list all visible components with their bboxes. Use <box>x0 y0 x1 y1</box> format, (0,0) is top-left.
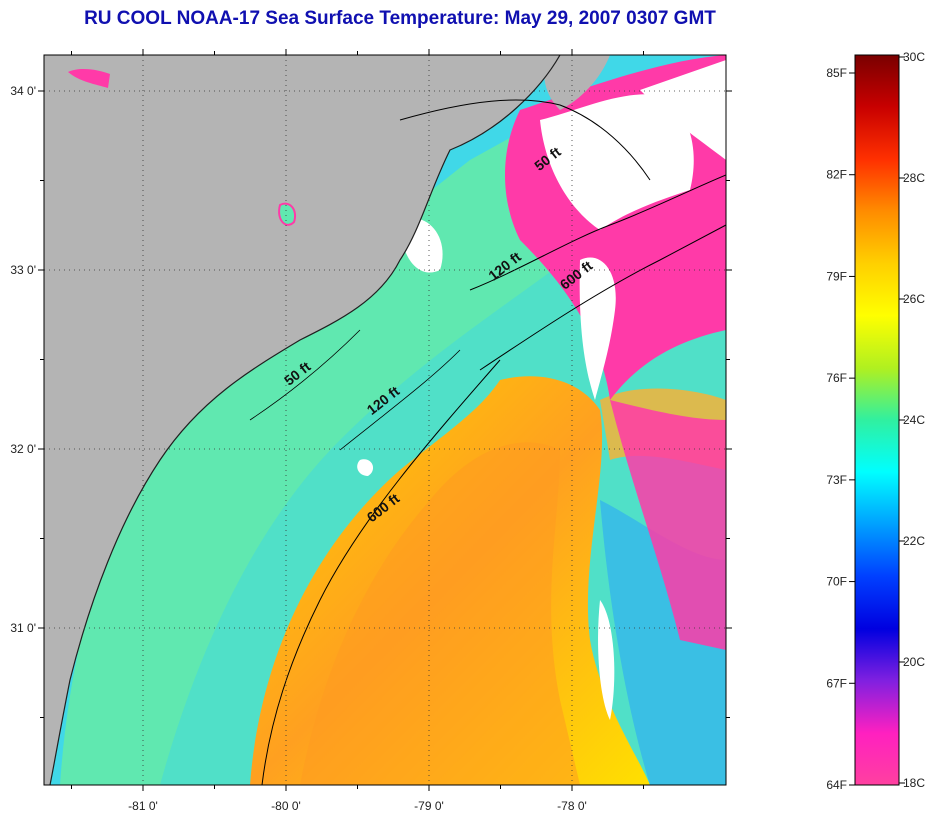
colorbar-c-label: 22C <box>903 534 925 548</box>
gulf-stream-core <box>300 442 580 785</box>
land-northeast <box>544 55 610 110</box>
colorbar-c-label: 24C <box>903 413 925 427</box>
map-title: RU COOL NOAA-17 Sea Surface Temperature:… <box>84 8 716 29</box>
lat-tick-label: 33 0' <box>10 263 36 277</box>
colorbar-c-label: 30C <box>903 50 925 64</box>
colorbar-c-label: 20C <box>903 655 925 669</box>
cloud-northeast <box>640 60 726 160</box>
lon-tick-label: -81 0' <box>128 799 158 813</box>
lat-tick-label: 31 0' <box>10 621 36 635</box>
coastline <box>49 55 561 785</box>
cloud-edge-east <box>610 400 726 650</box>
cloud-south <box>598 600 615 720</box>
colorbar-f-label: 82F <box>826 168 847 182</box>
map-frame <box>43 54 727 786</box>
colorbar-f-label: 70F <box>826 575 847 589</box>
land-mass <box>44 55 560 785</box>
cloud-north <box>540 94 694 230</box>
lat-tick-label: 34 0' <box>10 84 36 98</box>
inland-lake <box>278 202 296 226</box>
colorbar-labels: 85F 82F 79F 76F 73F 70F 67F 64F 30C 28C 26C 24C 22C 2… <box>826 50 925 792</box>
colorbar-c-label: 26C <box>903 292 925 306</box>
isobath-50ft-south <box>249 329 361 421</box>
colorbar <box>854 54 900 786</box>
axis-ticks: 34 0' 33 0' 32 0' 31 0' -81 0' -80 0' -79 0' -7… <box>10 49 732 813</box>
cloud-central <box>579 257 616 400</box>
isobath-600ft-south <box>261 359 501 785</box>
graticule <box>44 55 726 785</box>
inland-water <box>68 68 110 88</box>
colorbar-f-label: 76F <box>826 371 847 385</box>
colorbar-c-label: 28C <box>903 171 925 185</box>
isobath-120ft-south <box>339 349 461 451</box>
colorbar-f-label: 85F <box>826 66 847 80</box>
cloud-patch <box>357 459 374 476</box>
colorbar-f-label: 64F <box>826 778 847 792</box>
colorbar-f-label: 67F <box>826 676 847 690</box>
colorbar-f-label: 73F <box>826 473 847 487</box>
isobath-600ft-north <box>479 224 726 371</box>
lon-tick-label: -78 0' <box>557 799 587 813</box>
lon-tick-label: -79 0' <box>414 799 444 813</box>
lat-tick-label: 32 0' <box>10 442 36 456</box>
colorbar-c-label: 18C <box>903 776 925 790</box>
isobath-120ft-north <box>469 174 726 291</box>
colorbar-f-label: 79F <box>826 269 847 283</box>
lon-tick-label: -80 0' <box>271 799 301 813</box>
isobath-50ft-north <box>399 99 651 181</box>
